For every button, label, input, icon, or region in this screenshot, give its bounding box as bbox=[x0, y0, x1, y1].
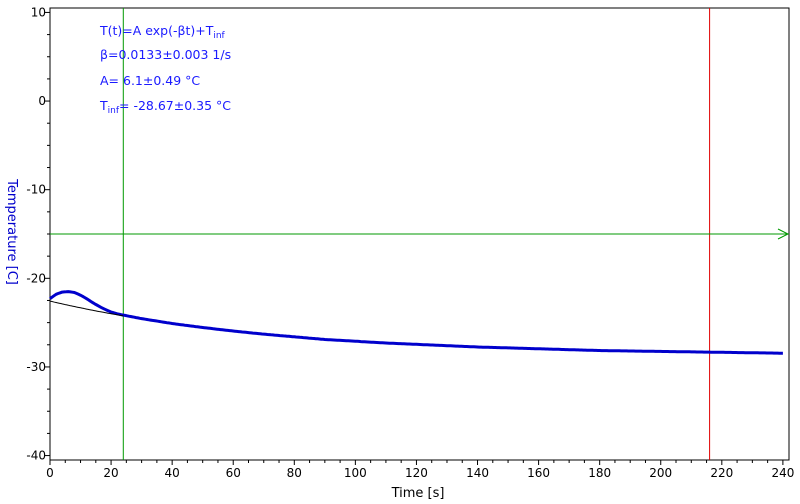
y-axis: 10 0 -10 -20 -30 -40 bbox=[26, 5, 50, 463]
y-axis-title: Temperature [C] bbox=[4, 178, 19, 285]
tinf-label: Tinf= -28.67±0.35 °C bbox=[99, 98, 231, 116]
x-tick-label: 180 bbox=[588, 466, 611, 480]
y-tick-label: -30 bbox=[26, 360, 46, 374]
x-axis-title: Time [s] bbox=[391, 486, 445, 501]
y-tick-label: 10 bbox=[31, 5, 46, 19]
cursor-lines[interactable] bbox=[50, 8, 790, 460]
x-tick-label: 0 bbox=[46, 466, 54, 480]
cursor-arrow-icon[interactable] bbox=[777, 228, 790, 240]
x-tick-label: 20 bbox=[103, 466, 118, 480]
x-tick-label: 100 bbox=[344, 466, 367, 480]
x-axis: 0 20 40 60 80 100 120 140 160 180 200 220 240 bbox=[46, 460, 794, 480]
amplitude-label: A= 6.1±0.49 °C bbox=[100, 73, 200, 88]
formula-label: T(t)=A exp(-βt)+Tinf bbox=[99, 23, 226, 41]
y-tick-label: 0 bbox=[38, 94, 46, 108]
exponential-fit-line bbox=[49, 300, 124, 317]
beta-label: β=0.0133±0.003 1/s bbox=[100, 47, 231, 62]
measured-temperature-series bbox=[49, 290, 783, 355]
x-tick-label: 140 bbox=[466, 466, 489, 480]
data-series bbox=[49, 290, 783, 355]
y-tick-label: -10 bbox=[26, 183, 46, 197]
x-tick-label: 200 bbox=[649, 466, 672, 480]
fit-annotation: T(t)=A exp(-βt)+Tinf β=0.0133±0.003 1/s … bbox=[99, 23, 231, 116]
x-tick-label: 60 bbox=[226, 466, 241, 480]
x-tick-label: 120 bbox=[405, 466, 428, 480]
x-tick-label: 80 bbox=[287, 466, 302, 480]
x-tick-label: 160 bbox=[527, 466, 550, 480]
x-tick-label: 40 bbox=[165, 466, 180, 480]
x-tick-label: 240 bbox=[771, 466, 794, 480]
y-tick-label: -20 bbox=[26, 271, 46, 285]
x-tick-label: 220 bbox=[710, 466, 733, 480]
y-tick-label: -40 bbox=[26, 449, 46, 463]
